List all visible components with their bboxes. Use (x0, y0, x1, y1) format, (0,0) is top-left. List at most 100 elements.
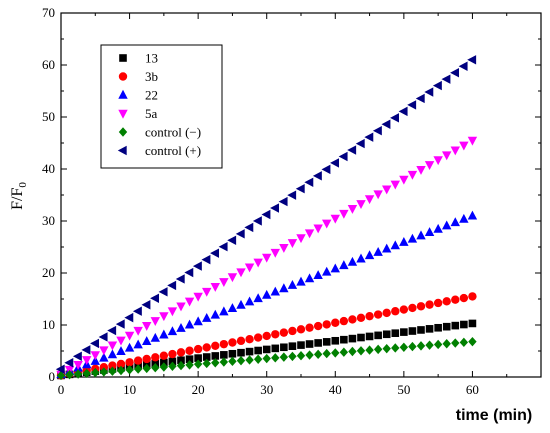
data-point (270, 286, 280, 296)
data-point (219, 357, 229, 367)
data-point (372, 126, 382, 136)
data-point (55, 364, 65, 374)
data-point (305, 350, 314, 360)
data-point (425, 340, 434, 350)
legend: 13 3b 22 5a control (−) control (+) (100, 44, 223, 169)
data-point (408, 327, 417, 335)
data-point (151, 353, 160, 362)
data-point (450, 146, 460, 156)
data-point (124, 312, 134, 323)
data-point (407, 100, 417, 110)
series-2 (56, 210, 478, 379)
data-point (98, 332, 108, 342)
data-point (364, 250, 375, 260)
data-point (227, 273, 238, 283)
data-point (193, 316, 203, 326)
data-point (270, 203, 279, 213)
data-point (296, 351, 306, 361)
data-point (398, 106, 408, 117)
data-point (124, 342, 135, 352)
data-point (442, 339, 451, 349)
data-point (201, 254, 211, 265)
data-point (407, 233, 418, 243)
data-point (287, 279, 298, 289)
data-point (304, 229, 315, 239)
data-point (296, 325, 306, 334)
data-point (287, 190, 297, 200)
data-point (115, 319, 125, 329)
data-point (322, 219, 332, 229)
data-point (450, 67, 459, 78)
data-point (279, 243, 289, 253)
data-point (81, 345, 91, 355)
data-point (228, 356, 237, 367)
y-tick-label: 20 (42, 265, 55, 280)
data-point (391, 329, 400, 337)
data-point (278, 196, 288, 207)
data-point (107, 341, 118, 351)
data-point (417, 326, 425, 334)
data-point (288, 342, 297, 350)
data-point (399, 237, 409, 246)
data-point (312, 171, 322, 181)
data-point (176, 302, 186, 312)
data-point (399, 342, 409, 352)
data-point (416, 230, 426, 240)
data-point (374, 331, 382, 340)
data-point (159, 351, 169, 360)
y-tick-label: 0 (49, 369, 56, 384)
data-point (432, 80, 442, 91)
data-point (399, 305, 409, 314)
data-point (175, 274, 185, 284)
data-point (313, 321, 323, 331)
data-point (253, 354, 263, 364)
data-point (304, 273, 315, 283)
data-point (331, 348, 340, 358)
data-point (288, 351, 297, 362)
data-point (382, 243, 392, 253)
legend-label: 22 (145, 88, 158, 103)
series-3 (56, 136, 478, 380)
data-point (348, 334, 357, 343)
data-point (347, 145, 357, 155)
data-point (227, 303, 238, 313)
data-point (340, 335, 348, 344)
data-point (331, 336, 340, 345)
series-1 (56, 292, 477, 380)
data-point (391, 343, 400, 353)
y-tick-label: 40 (42, 161, 55, 176)
data-point (193, 359, 203, 369)
data-point (211, 358, 220, 368)
data-point (253, 293, 263, 303)
data-point (185, 355, 194, 363)
data-point (91, 367, 100, 378)
data-point (211, 341, 220, 350)
data-point (133, 326, 143, 336)
data-point (364, 132, 374, 142)
data-point (339, 209, 349, 219)
data-point (176, 322, 186, 332)
y-tick-label: 70 (42, 5, 55, 20)
data-point (202, 287, 212, 297)
data-point (159, 362, 169, 372)
data-point (107, 325, 117, 336)
data-point (211, 352, 220, 360)
legend-marker (118, 109, 128, 119)
data-point (339, 316, 349, 326)
data-point (330, 263, 340, 273)
series-4 (56, 336, 477, 381)
data-point (313, 224, 323, 234)
x-tick-label: 0 (58, 382, 65, 397)
data-point (56, 370, 66, 381)
data-point (424, 161, 435, 170)
data-point (434, 323, 442, 332)
data-point (408, 303, 417, 313)
legend-label: 13 (145, 51, 158, 66)
data-point (270, 248, 280, 258)
data-point (108, 366, 117, 376)
legend-label: 3b (145, 69, 158, 84)
data-point (133, 356, 143, 365)
data-point (262, 345, 271, 354)
data-point (297, 341, 305, 349)
data-point (262, 331, 271, 341)
